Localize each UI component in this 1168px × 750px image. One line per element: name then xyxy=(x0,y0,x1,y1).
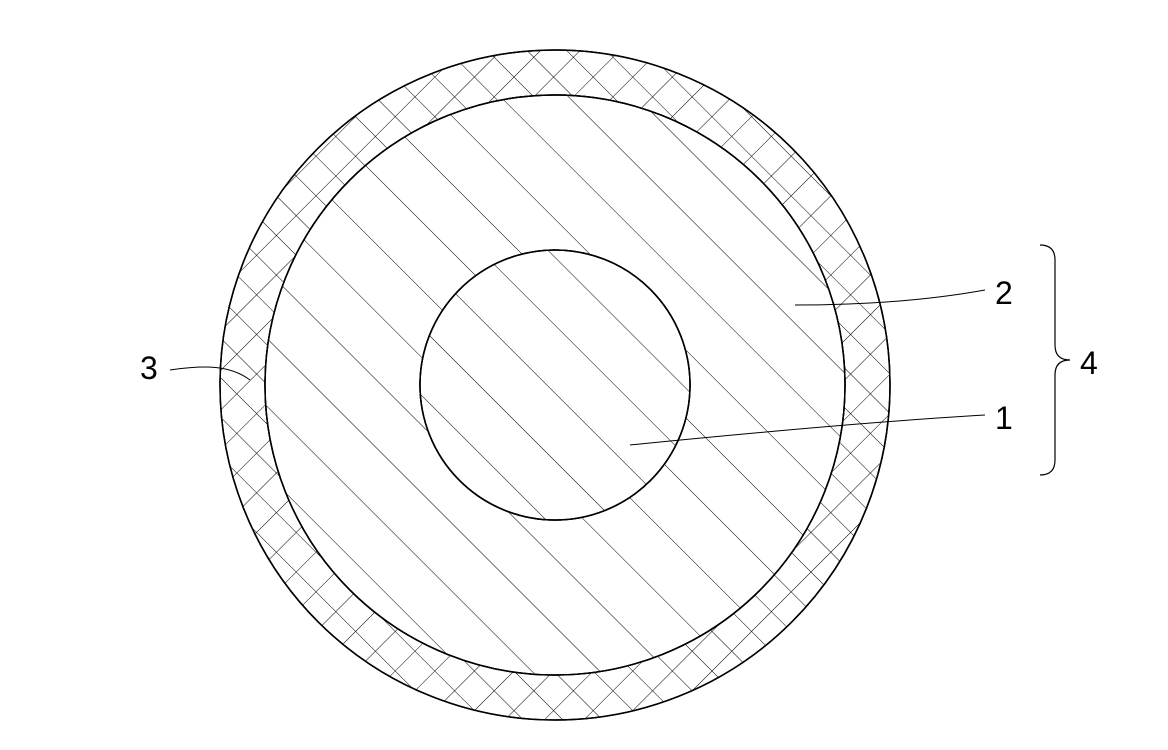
diagram-container: 1 2 3 4 xyxy=(0,0,1168,750)
brace-4 xyxy=(1040,245,1070,475)
label-4: 4 xyxy=(1080,345,1098,382)
label-1: 1 xyxy=(995,400,1013,437)
inner-core xyxy=(420,250,690,520)
diagram-svg xyxy=(0,0,1168,750)
label-2: 2 xyxy=(995,275,1013,312)
label-3: 3 xyxy=(140,350,158,387)
